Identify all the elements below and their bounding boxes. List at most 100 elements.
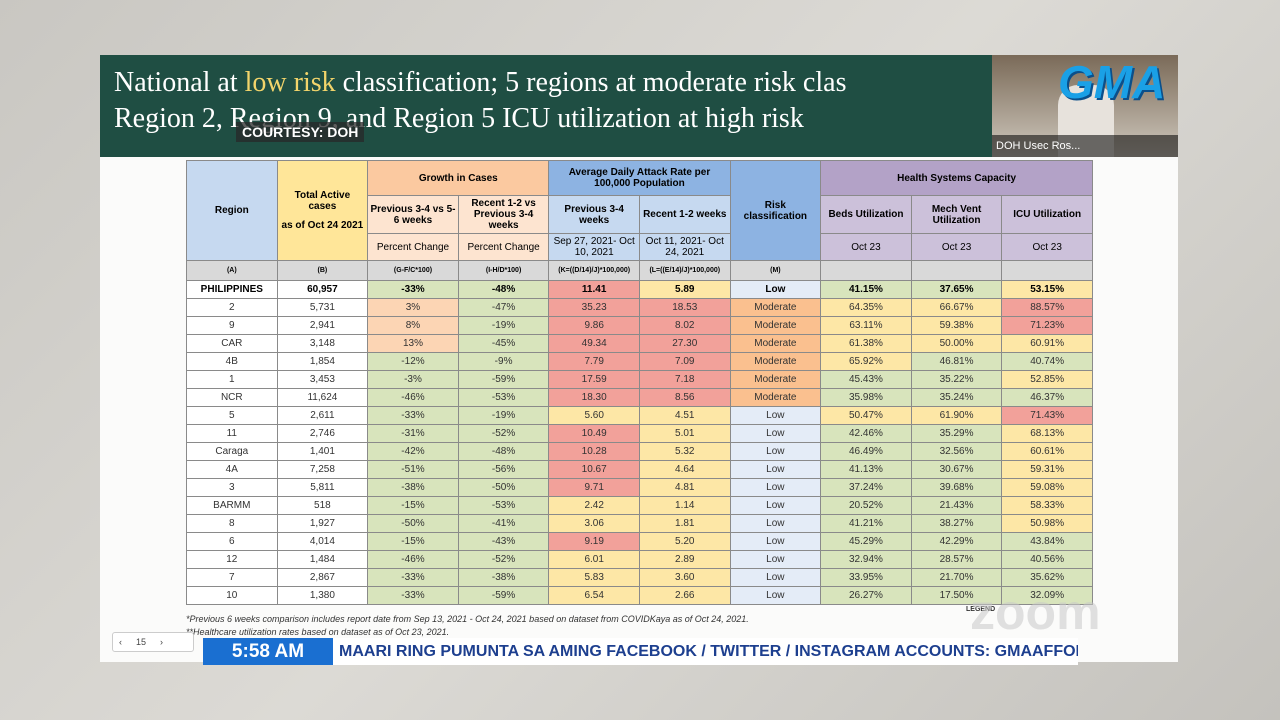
cell: 71.43% <box>1001 406 1093 425</box>
cell: 6.01 <box>548 550 640 569</box>
cell: 10.28 <box>548 442 640 461</box>
table-row: Caraga 1,401 -42% -48% 10.28 5.32 Low 46.49% 32.… <box>186 442 1093 461</box>
cell: 1.14 <box>638 496 731 515</box>
footnote: *Previous 6 weeks comparison includes re… <box>186 614 749 624</box>
cell: -31% <box>367 424 459 443</box>
table-row: 3 5,811 -38% -50% 9.71 4.81 Low 37.24% 39.68% 59.… <box>186 478 1093 497</box>
title-highlight: low risk <box>244 67 336 98</box>
cell: 3.60 <box>638 568 731 587</box>
header: ICU Utilization <box>1001 195 1093 234</box>
table-row: 11 2,746 -31% -52% 10.49 5.01 Low 42.46% 35.29% 6… <box>186 424 1093 443</box>
cell: Low <box>729 424 822 443</box>
cell: 35.23 <box>548 298 640 317</box>
cell: Low <box>729 280 822 299</box>
cell: 5.83 <box>548 568 640 587</box>
cell: -56% <box>457 460 550 479</box>
clock: 5:58 AM <box>203 638 333 665</box>
cell: 39.68% <box>910 478 1003 497</box>
cell: 38.27% <box>910 514 1003 533</box>
cell: 7.09 <box>638 352 731 371</box>
cell: 1,484 <box>276 550 369 569</box>
cell: Low <box>729 478 822 497</box>
cell: 46.37% <box>1001 388 1093 407</box>
cell: 58.33% <box>1001 496 1093 515</box>
cell: 49.34 <box>548 334 640 353</box>
cell: 17.59 <box>548 370 640 389</box>
cell: -33% <box>367 568 459 587</box>
cell: 1 <box>186 370 278 389</box>
table-row: NCR 11,624 -46% -53% 18.30 8.56 Moderate 35.98%… <box>186 388 1093 407</box>
watermark: zoom <box>970 584 1101 640</box>
cell: 5.01 <box>638 424 731 443</box>
cell: Low <box>729 550 822 569</box>
cell: 11 <box>186 424 278 443</box>
cell: 35.24% <box>910 388 1003 407</box>
table-row: 12 1,484 -46% -52% 6.01 2.89 Low 32.94% 28.57% 40… <box>186 550 1093 569</box>
cell: -43% <box>457 532 550 551</box>
code-row: (A) (B) (G-F/C*100) (I-H/D*100) (K=((D/14)/J… <box>186 260 1093 281</box>
cell: Low <box>729 568 822 587</box>
cell: 2.66 <box>638 586 731 605</box>
cell: 10.49 <box>548 424 640 443</box>
cell: 50.00% <box>910 334 1003 353</box>
cell: 2.89 <box>638 550 731 569</box>
cell: 41.21% <box>820 514 912 533</box>
data-table: Region Total Active cases as of Oct 24 20… <box>186 160 1093 605</box>
table-body: PHILIPPINES 60,957 -33% -48% 11.41 5.89 Low 41.… <box>186 280 1093 605</box>
cell: Moderate <box>729 352 822 371</box>
cell: 68.13% <box>1001 424 1093 443</box>
cell: 5,731 <box>276 298 369 317</box>
cell: 42.46% <box>820 424 912 443</box>
table-row: 1 3,453 -3% -59% 17.59 7.18 Moderate 45.43% 35.2… <box>186 370 1093 389</box>
header: Previous 3-4 vs 5-6 weeks <box>367 195 459 234</box>
cell: 21.70% <box>910 568 1003 587</box>
header: Previous 3-4 weeks <box>548 195 640 234</box>
cell: 65.92% <box>820 352 912 371</box>
cell: -51% <box>367 460 459 479</box>
cell: 50.98% <box>1001 514 1093 533</box>
video-inset: DOH Usec Ros... <box>992 55 1178 157</box>
header: Sep 27, 2021- Oct 10, 2021 <box>548 233 640 261</box>
header: Mech Vent Utilization <box>910 195 1003 234</box>
table-row: 2 5,731 3% -47% 35.23 18.53 Moderate 64.35% 66.6… <box>186 298 1093 317</box>
cell: Low <box>729 442 822 461</box>
header: Risk classification <box>729 160 822 261</box>
cell: 59.31% <box>1001 460 1093 479</box>
cell: 61.38% <box>820 334 912 353</box>
cell: 2 <box>186 298 278 317</box>
cell: 50.47% <box>820 406 912 425</box>
cell: 1,380 <box>276 586 369 605</box>
cell: 4,014 <box>276 532 369 551</box>
cell: 52.85% <box>1001 370 1093 389</box>
header: Recent 1-2 weeks <box>638 195 731 234</box>
cell: Moderate <box>729 334 822 353</box>
courtesy-label: COURTESY: DOH <box>236 122 365 142</box>
cell: 21.43% <box>910 496 1003 515</box>
cell: -53% <box>457 388 550 407</box>
code-cell <box>1001 260 1093 281</box>
header: Recent 1-2 vs Previous 3-4 weeks <box>457 195 550 234</box>
cell: -46% <box>367 550 459 569</box>
table-row: 5 2,611 -33% -19% 5.60 4.51 Low 50.47% 61.90% 71.… <box>186 406 1093 425</box>
table-row: 6 4,014 -15% -43% 9.19 5.20 Low 45.29% 42.29% 43.… <box>186 532 1093 551</box>
cell: 5.32 <box>638 442 731 461</box>
cell: 60.91% <box>1001 334 1093 353</box>
cell: 28.57% <box>910 550 1003 569</box>
cell: -9% <box>457 352 550 371</box>
cell: 5,811 <box>276 478 369 497</box>
code-cell: (G-F/C*100) <box>367 260 459 281</box>
cell: 1,854 <box>276 352 369 371</box>
cell: 4.51 <box>638 406 731 425</box>
cell: -19% <box>457 316 550 335</box>
cell: -59% <box>457 370 550 389</box>
cell: -42% <box>367 442 459 461</box>
table-row: CAR 3,148 13% -45% 49.34 27.30 Moderate 61.38% 5… <box>186 334 1093 353</box>
cell: 53.15% <box>1001 280 1093 299</box>
cell: 40.56% <box>1001 550 1093 569</box>
cell: 27.30 <box>638 334 731 353</box>
page-control[interactable]: ‹ 15 › <box>112 632 194 652</box>
cell: 7.79 <box>548 352 640 371</box>
header: Region <box>186 160 278 261</box>
cell: 8.02 <box>638 316 731 335</box>
code-cell: (A) <box>186 260 278 281</box>
